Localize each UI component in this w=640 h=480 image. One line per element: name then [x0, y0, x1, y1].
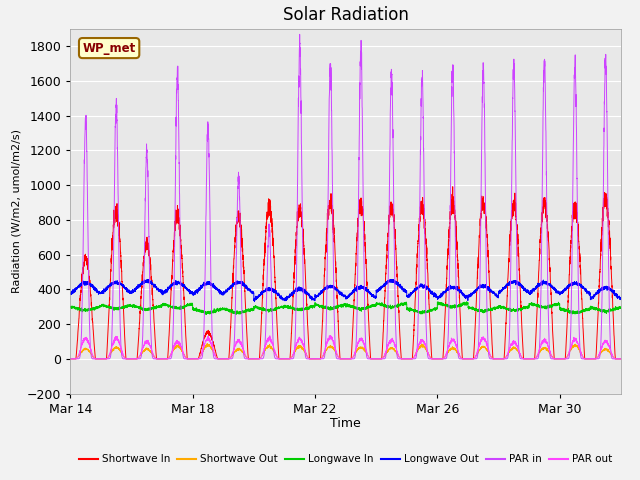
- Shortwave Out: [168, 349, 176, 355]
- Y-axis label: Radiation (W/m2, umol/m2/s): Radiation (W/m2, umol/m2/s): [12, 129, 22, 293]
- Line: PAR out: PAR out: [70, 336, 621, 359]
- Shortwave In: [89, 319, 97, 324]
- PAR out: [617, 356, 625, 362]
- Title: Solar Radiation: Solar Radiation: [283, 6, 408, 24]
- Longwave Out: [165, 284, 173, 290]
- PAR in: [168, 349, 176, 355]
- Line: Longwave Out: Longwave Out: [70, 279, 621, 301]
- PAR out: [251, 356, 259, 362]
- Shortwave In: [611, 344, 618, 350]
- PAR in: [611, 356, 618, 362]
- Shortwave In: [168, 269, 176, 275]
- PAR out: [67, 356, 74, 362]
- Shortwave In: [251, 356, 259, 362]
- Shortwave Out: [617, 356, 625, 362]
- Shortwave Out: [204, 341, 211, 347]
- Longwave Out: [67, 291, 74, 297]
- Longwave Out: [394, 281, 402, 287]
- Longwave Out: [168, 282, 176, 288]
- Shortwave Out: [165, 355, 173, 360]
- Longwave In: [617, 305, 625, 311]
- Longwave Out: [617, 297, 625, 302]
- Shortwave In: [67, 356, 74, 362]
- Longwave In: [67, 304, 74, 310]
- Text: WP_met: WP_met: [83, 42, 136, 55]
- Longwave In: [394, 303, 402, 309]
- Longwave In: [232, 312, 240, 317]
- PAR in: [89, 356, 97, 362]
- Shortwave Out: [394, 352, 402, 358]
- Legend: Shortwave In, Shortwave Out, Longwave In, Longwave Out, PAR in, PAR out: Shortwave In, Shortwave Out, Longwave In…: [75, 450, 616, 468]
- PAR in: [251, 356, 259, 362]
- PAR out: [394, 351, 402, 357]
- Line: Shortwave Out: Shortwave Out: [70, 344, 621, 359]
- Shortwave In: [617, 356, 625, 362]
- PAR in: [165, 356, 173, 362]
- PAR out: [168, 348, 176, 354]
- Longwave In: [89, 306, 97, 312]
- Line: Longwave In: Longwave In: [70, 302, 621, 314]
- PAR in: [617, 356, 625, 362]
- Shortwave Out: [611, 356, 618, 361]
- Longwave Out: [252, 296, 259, 302]
- Longwave Out: [251, 299, 259, 304]
- PAR in: [296, 32, 303, 37]
- Line: PAR in: PAR in: [70, 35, 621, 359]
- PAR out: [89, 353, 97, 359]
- PAR in: [67, 356, 74, 362]
- Shortwave In: [165, 334, 173, 339]
- X-axis label: Time: Time: [330, 417, 361, 430]
- Shortwave Out: [67, 356, 74, 362]
- Shortwave In: [449, 184, 456, 190]
- Longwave Out: [611, 291, 619, 297]
- PAR out: [327, 333, 335, 338]
- Line: Shortwave In: Shortwave In: [70, 187, 621, 359]
- Shortwave Out: [89, 353, 97, 359]
- Longwave In: [463, 299, 470, 305]
- Longwave In: [611, 306, 619, 312]
- Longwave In: [165, 303, 173, 309]
- PAR out: [165, 355, 173, 361]
- PAR in: [394, 356, 402, 361]
- PAR out: [611, 356, 618, 361]
- Shortwave Out: [252, 356, 259, 362]
- Longwave Out: [89, 283, 97, 289]
- Longwave In: [168, 304, 176, 310]
- Longwave Out: [144, 276, 152, 282]
- Longwave In: [252, 303, 259, 309]
- Shortwave In: [394, 286, 402, 291]
